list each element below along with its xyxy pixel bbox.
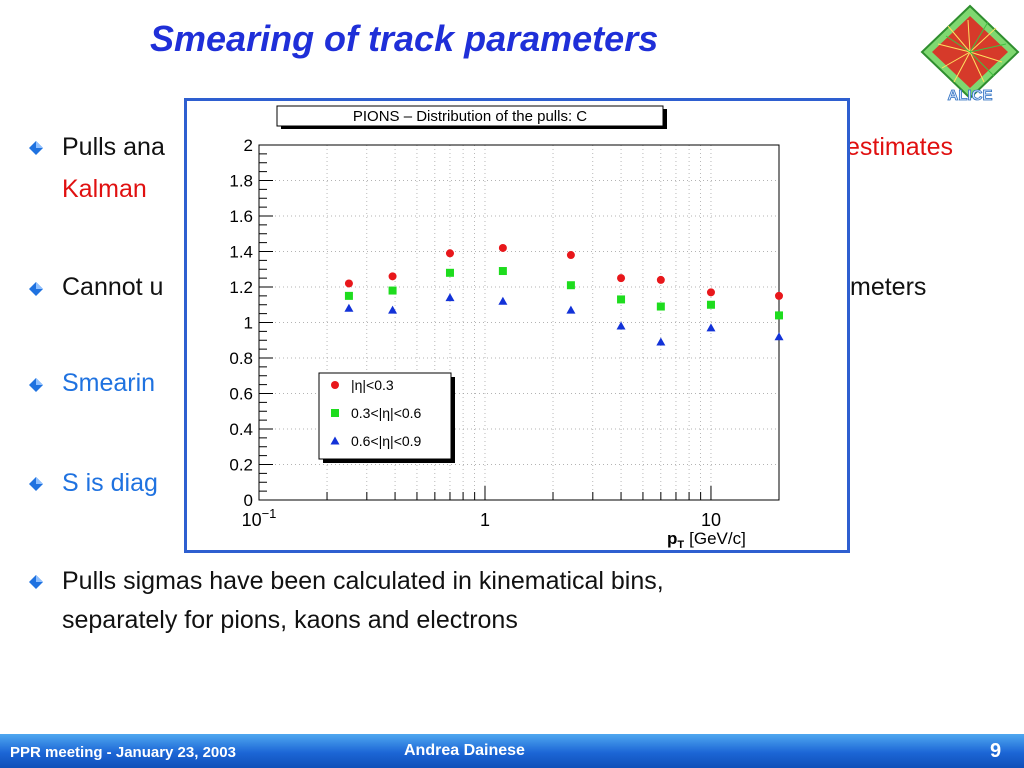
- data-point-series-1: [388, 272, 397, 281]
- data-point-series-3: [706, 323, 716, 332]
- data-point-series-1: [344, 279, 353, 288]
- legend-marker-series-1: [331, 381, 339, 389]
- chart-title-box: [276, 105, 664, 127]
- axis-ticks: [258, 144, 780, 501]
- data-point-series-1: [566, 251, 575, 260]
- data-point-series-1: [445, 249, 454, 258]
- data-point-series-2: [706, 300, 715, 309]
- bullet-4-text: S is diag: [62, 469, 158, 497]
- legend-box: [318, 372, 452, 460]
- data-point-series-2: [617, 295, 626, 304]
- data-point-series-1: [775, 291, 783, 300]
- x-tick-label: 10−1: [242, 506, 277, 530]
- y-tick-label: 1.2: [229, 278, 253, 297]
- y-tick-label: 1: [244, 314, 253, 333]
- chart-title: PIONS – Distribution of the pulls: C: [353, 108, 587, 125]
- data-point-series-2: [344, 291, 353, 300]
- bullet-icon: [29, 282, 43, 296]
- bullet-1-text-right: estimates: [846, 133, 953, 161]
- bullet-icon: [29, 477, 43, 491]
- data-point-series-2: [388, 286, 397, 295]
- legend-label-series-1: |η|<0.3: [351, 377, 394, 393]
- data-point-series-2: [656, 302, 665, 311]
- bullet-5-text-line2: separately for pions, kaons and electron…: [62, 606, 518, 634]
- logo-text: ALICE: [948, 87, 993, 102]
- bullet-1-text: Pulls ana: [62, 133, 165, 161]
- pulls-chart: 0 0.2 0.4 0.6 0.8 1 1.2 1.4 1.6 1.8 2 10−1 1 10 PION…: [229, 105, 784, 551]
- y-tick-label: 0.4: [229, 420, 253, 439]
- bullet-5-text: Pulls sigmas have been calculated in kin…: [62, 567, 664, 595]
- x-tick-labels: 10−1 1 10: [242, 506, 721, 530]
- bullet-2-text-right: meters: [850, 273, 927, 301]
- y-tick-label: 2: [244, 136, 253, 155]
- bullet-icon: [29, 141, 43, 155]
- bullet-1-text-line2: Kalman: [62, 175, 147, 203]
- bullet-icon: [29, 575, 43, 589]
- legend-marker-series-2: [331, 409, 339, 417]
- y-tick-label: 0.2: [229, 456, 253, 475]
- legend-label-series-3: 0.6<|η|<0.9: [351, 433, 422, 449]
- y-tick-label: 1.8: [229, 172, 253, 191]
- page-number: 9: [990, 740, 1002, 762]
- legend-marker-series-3: [330, 436, 340, 445]
- y-tick-label: 1.4: [229, 243, 253, 262]
- y-tick-label: 0.8: [229, 349, 253, 368]
- data-point-series-2: [566, 281, 575, 290]
- bullet-2-text: Cannot u: [62, 273, 164, 301]
- data-point-series-3: [344, 303, 354, 312]
- data-point-series-1: [498, 243, 507, 252]
- legend-label-series-2: 0.3<|η|<0.6: [351, 405, 422, 421]
- data-point-series-1: [656, 275, 665, 284]
- y-tick-labels: 0 0.2 0.4 0.6 0.8 1 1.2 1.4 1.6 1.8 2: [229, 136, 253, 510]
- grid: [259, 145, 779, 500]
- data-point-series-3: [498, 296, 508, 305]
- y-tick-label: 0.6: [229, 385, 253, 404]
- data-point-series-3: [774, 332, 784, 341]
- slide-title: Smearing of track parameters: [150, 18, 659, 59]
- x-axis-label: pT [GeV/c]: [667, 529, 746, 550]
- data-point-series-3: [388, 305, 398, 314]
- footer-meeting: PPR meeting - January 23, 2003: [10, 744, 236, 761]
- data-point-series-1: [706, 288, 715, 297]
- footer-bar: [0, 734, 1024, 768]
- data-point-series-3: [566, 305, 576, 314]
- data-point-series-1: [617, 274, 626, 283]
- x-tick-label: 1: [480, 510, 490, 530]
- bullet-icon: [29, 378, 43, 392]
- y-tick-label: 0: [244, 491, 253, 510]
- data-point-series-2: [445, 268, 454, 277]
- data-markers: [344, 243, 784, 346]
- data-point-series-3: [616, 321, 626, 330]
- plot-frame: 0 0.2 0.4 0.6 0.8 1 1.2 1.4 1.6 1.8 2 10−1 1 10 PION…: [184, 98, 850, 553]
- x-tick-label: 10: [701, 510, 721, 530]
- bullet-3-text: Smearin: [62, 369, 156, 397]
- data-point-series-2: [775, 311, 783, 320]
- data-point-series-3: [656, 337, 666, 346]
- alice-logo: ALICE: [920, 4, 1020, 102]
- y-tick-label: 1.6: [229, 207, 253, 226]
- data-point-series-2: [498, 267, 507, 276]
- legend: |η|<0.3 0.3<|η|<0.6 0.6<|η|<0.9: [330, 377, 422, 449]
- data-point-series-3: [445, 293, 455, 302]
- footer-author: Andrea Dainese: [404, 742, 525, 759]
